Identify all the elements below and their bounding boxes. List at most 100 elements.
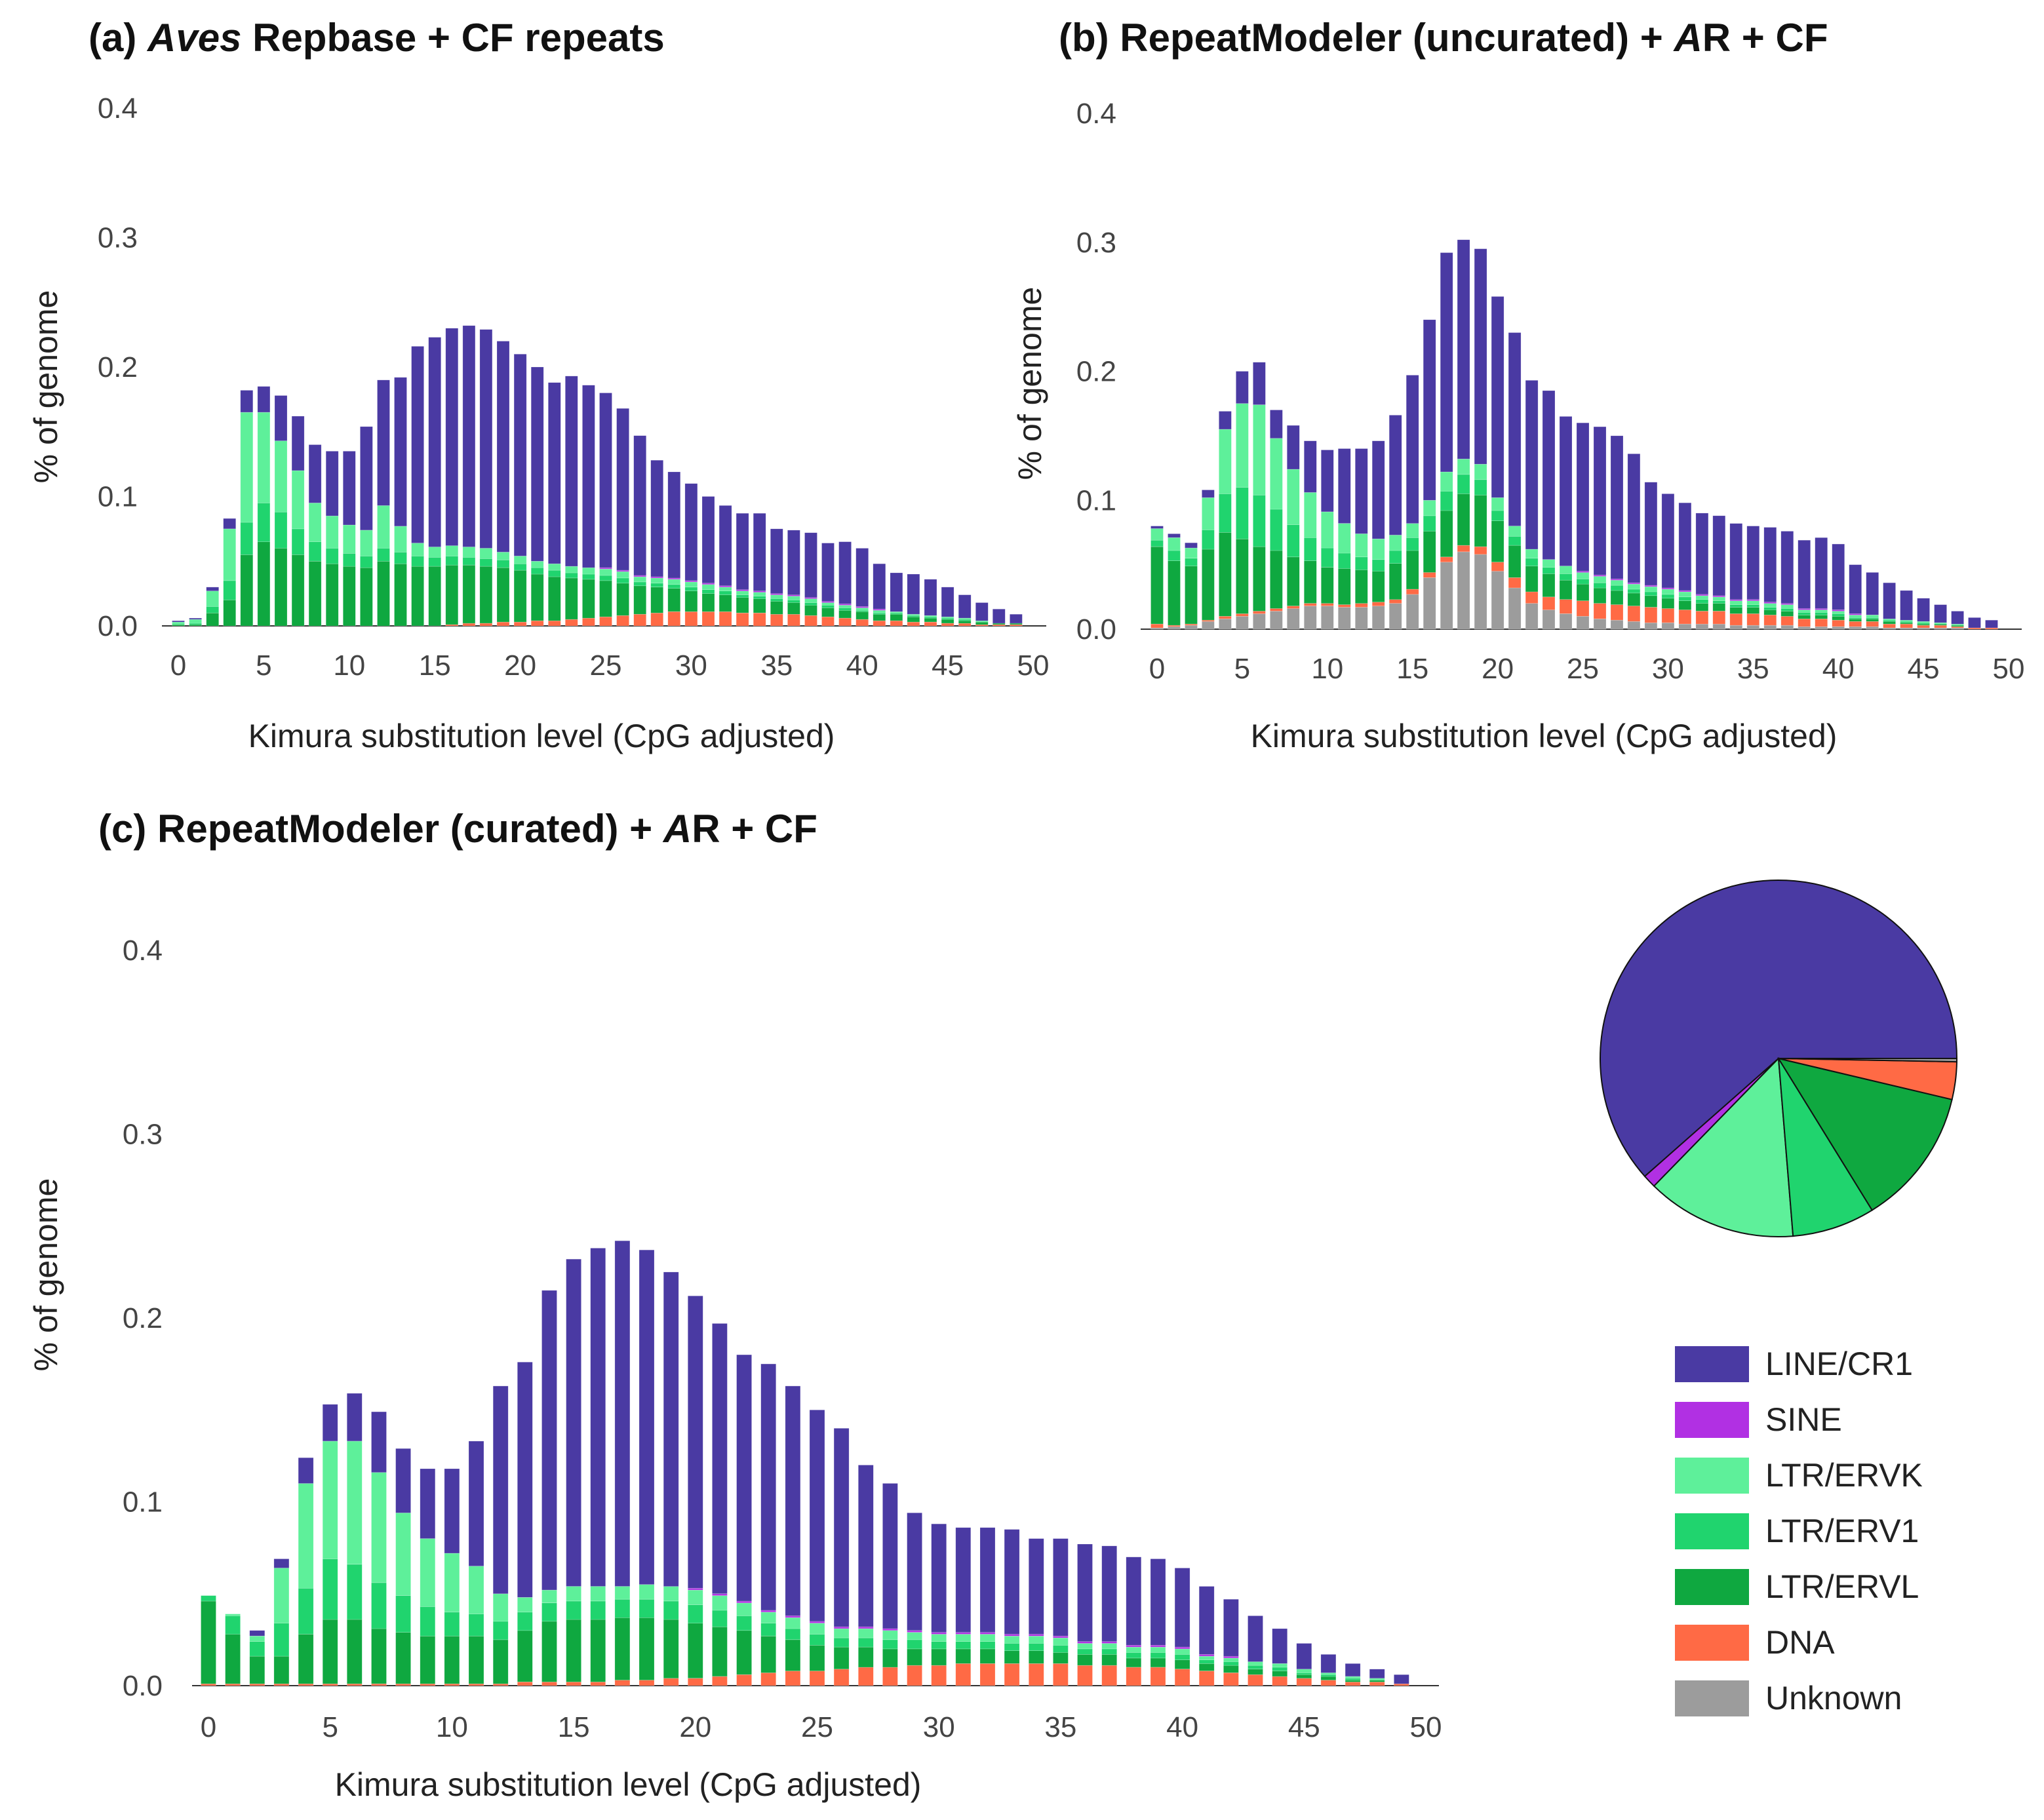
bar-segment-line-cr1	[377, 379, 390, 506]
bar-segment-ltr-ervk	[712, 1595, 728, 1611]
bar-segment-ltr-ervk	[492, 1593, 509, 1622]
bar-segment-ltr-ervl	[566, 1619, 581, 1682]
bar-segment-line-cr1	[1185, 542, 1198, 549]
bar-segment-ltr-ervl	[322, 1619, 338, 1684]
bar-segment-ltr-erv1	[1321, 547, 1334, 568]
bar-segment-ltr-erv1	[547, 570, 561, 577]
bar-segment-dna	[1126, 1667, 1142, 1686]
bar-segment-ltr-erv1	[541, 1602, 557, 1622]
bar-segment-ltr-ervl	[291, 554, 305, 627]
bar-segment-dna	[1004, 1663, 1020, 1686]
bar-segment-ltr-ervk	[979, 1634, 996, 1642]
bar-segment-ltr-ervl	[1457, 494, 1470, 546]
bar-segment-unknown	[1712, 623, 1726, 630]
bar-segment-ltr-ervl	[1004, 1650, 1020, 1664]
bar-segment-line-cr1	[517, 1362, 533, 1598]
bar-segment-line-cr1	[1951, 611, 1964, 625]
bar-segment-dna	[1610, 604, 1624, 621]
bar-segment-unknown	[1287, 608, 1300, 630]
bar-segment-dna	[663, 1678, 679, 1686]
bar-segment-ltr-erv1	[616, 577, 629, 584]
legend-label: LTR/ERVL	[1765, 1568, 1919, 1605]
y-tick-label: 0.4	[1076, 98, 1116, 130]
bar-segment-line-cr1	[1917, 598, 1930, 622]
bar-segment-ltr-erv1	[718, 591, 732, 595]
bar-segment-line-cr1	[342, 451, 356, 526]
bar-segment-ltr-ervl	[223, 600, 237, 627]
panel-c: (c) RepeatModeler (curated) + AR + CF % …	[28, 807, 1442, 1803]
bar-segment-dna	[1287, 606, 1300, 609]
bar-segment-ltr-erv1	[1576, 578, 1590, 585]
bar-segment-ltr-ervl	[1440, 510, 1453, 558]
bar-segment-ltr-ervl	[882, 1648, 898, 1668]
bar-segment-ltr-ervk	[206, 591, 220, 607]
x-tick-label: 30	[675, 649, 707, 682]
bar-segment-dna	[941, 623, 954, 627]
bar-segment-line-cr1	[513, 353, 527, 556]
bar-segment-ltr-erv1	[428, 556, 442, 567]
pie-chart	[1600, 880, 1958, 1237]
bar-segment-ltr-ervl	[684, 591, 698, 612]
bar-segment-line-cr1	[468, 1441, 484, 1566]
x-tick-label: 0	[1149, 653, 1165, 685]
bar-segment-ltr-ervk	[1272, 1663, 1287, 1668]
bar-segment-unknown	[1253, 613, 1266, 630]
panel-c-x-axis-label: Kimura substitution level (CpG adjusted)	[335, 1766, 922, 1803]
bar-segment-dna	[1338, 604, 1351, 608]
bar-segment-sine	[736, 1600, 752, 1604]
bar-segment-ltr-ervk	[1491, 497, 1504, 511]
bar-segment-line-cr1	[1542, 390, 1556, 560]
bar-segment-line-cr1	[663, 1271, 679, 1587]
x-tick-label: 5	[322, 1711, 338, 1743]
bar-segment-ltr-erv1	[821, 605, 835, 608]
y-tick-label: 0.4	[98, 92, 138, 125]
bar-segment-line-cr1	[1394, 1674, 1409, 1684]
bar-segment-ltr-ervl	[1746, 607, 1760, 614]
bar-segment-unknown	[1491, 571, 1504, 630]
bar-segment-ltr-ervk	[1559, 566, 1573, 574]
bar-segment-ltr-erv1	[1236, 487, 1249, 539]
bar-segment-unknown	[1695, 623, 1709, 630]
x-tick-label: 0	[170, 649, 186, 682]
bar-segment-line-cr1	[420, 1468, 436, 1539]
bar-segment-dna	[1883, 623, 1896, 629]
bar-segment-ltr-ervl	[736, 597, 749, 613]
bar-segment-unknown	[1542, 610, 1556, 630]
bar-segment-ltr-ervk	[1223, 1657, 1239, 1662]
bar-segment-ltr-ervk	[411, 543, 424, 556]
pie-slice-unknown	[1778, 1058, 1958, 1063]
bar-segment-ltr-ervk	[1004, 1636, 1020, 1644]
bar-segment-line-cr1	[1202, 490, 1215, 498]
bar-segment-line-cr1	[1423, 319, 1436, 501]
bar-segment-ltr-ervl	[787, 602, 800, 615]
bar-segment-ltr-ervl	[342, 566, 356, 627]
bar-segment-sine	[931, 1632, 947, 1635]
bar-segment-ltr-ervl	[599, 580, 612, 617]
bar-segment-line-cr1	[1198, 1586, 1215, 1655]
pie-slice-line-cr1	[1600, 880, 1958, 1178]
bar-segment-ltr-ervk	[468, 1566, 484, 1614]
bar-segment-ltr-ervl	[445, 564, 459, 625]
bar-segment-ltr-ervk	[1174, 1648, 1190, 1655]
bar-segment-dna	[1320, 1680, 1337, 1686]
bar-segment-line-cr1	[428, 337, 442, 547]
bar-segment-ltr-ervk	[616, 571, 629, 579]
bar-segment-line-cr1	[564, 376, 578, 567]
bar-segment-ltr-erv1	[809, 1634, 825, 1646]
bar-segment-unknown	[1371, 606, 1385, 630]
bar-segment-ltr-erv1	[1729, 604, 1743, 608]
bar-segment-ltr-ervk	[428, 547, 442, 558]
bar-segment-ltr-ervl	[582, 579, 595, 619]
bar-segment-line-cr1	[360, 426, 373, 531]
x-tick-label: 25	[590, 649, 622, 682]
bar-segment-ltr-erv1	[1525, 558, 1539, 566]
legend-swatch	[1675, 1625, 1749, 1661]
x-tick-label: 15	[1396, 653, 1428, 685]
bar-segment-ltr-ervk	[599, 568, 612, 576]
bar-segment-dna	[931, 1665, 947, 1686]
bar-segment-dna	[701, 611, 715, 627]
bar-segment-dna	[582, 617, 595, 627]
bar-segment-dna	[1394, 1683, 1409, 1686]
bar-segment-dna	[496, 621, 510, 627]
bar-segment-line-cr1	[1780, 531, 1794, 604]
